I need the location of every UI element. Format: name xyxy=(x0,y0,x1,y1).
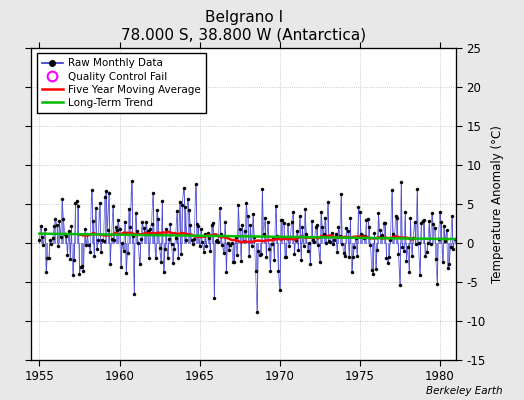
Y-axis label: Temperature Anomaly (°C): Temperature Anomaly (°C) xyxy=(491,125,504,283)
Text: Berkeley Earth: Berkeley Earth xyxy=(427,386,503,396)
Legend: Raw Monthly Data, Quality Control Fail, Five Year Moving Average, Long-Term Tren: Raw Monthly Data, Quality Control Fail, … xyxy=(37,53,206,113)
Title: Belgrano I
78.000 S, 38.800 W (Antarctica): Belgrano I 78.000 S, 38.800 W (Antarctic… xyxy=(121,10,366,43)
